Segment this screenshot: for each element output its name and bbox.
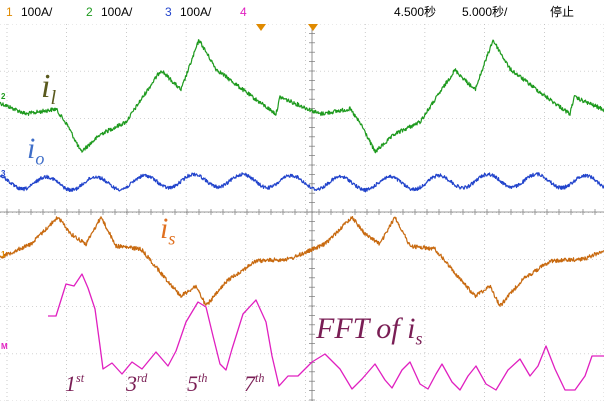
label-harmonic-7-num: 7 <box>244 371 255 397</box>
ch4-number: 4 <box>240 5 247 19</box>
label-io-main: i <box>27 132 36 165</box>
trace-fft <box>48 273 604 391</box>
ch1-ground-marker[interactable]: 1 <box>1 250 6 259</box>
ch2-number: 2 <box>86 5 93 19</box>
label-harmonic-1: 1st <box>65 372 84 395</box>
time-position: 4.500秒 <box>394 5 437 19</box>
label-harmonic-5: 5th <box>187 372 207 395</box>
trace-io <box>0 172 604 193</box>
marker-shapes <box>256 24 318 31</box>
ch2-ground-marker[interactable]: 2 <box>1 92 6 101</box>
trace-is <box>0 216 604 307</box>
label-harmonic-3-num: 3 <box>126 371 137 397</box>
ch1-scale: 100A/ <box>21 5 53 19</box>
label-il-main: i <box>41 68 51 105</box>
label-harmonic-3: 3rd <box>126 372 147 395</box>
label-io-sub: o <box>35 148 45 169</box>
label-fft-main: FFT of i <box>316 312 416 345</box>
ch1-number: 1 <box>6 5 13 19</box>
delay-marker[interactable] <box>308 24 318 31</box>
label-is: is <box>160 212 176 249</box>
graticule <box>0 23 604 402</box>
run-state: 停止 <box>550 5 575 19</box>
label-harmonic-3-sup: rd <box>137 371 148 385</box>
ch3-ground-marker[interactable]: 3 <box>1 169 6 178</box>
label-harmonic-1-sup: st <box>76 371 85 385</box>
ch3-scale: 100A/ <box>180 5 212 19</box>
label-harmonic-5-num: 5 <box>187 371 198 397</box>
math-ground-marker[interactable]: M <box>1 342 8 351</box>
label-is-sub: s <box>168 228 176 249</box>
label-io: io <box>27 132 45 169</box>
waveform-plot <box>0 23 604 402</box>
trace-il <box>0 39 604 154</box>
label-fft-sub: s <box>415 328 423 349</box>
time-scale: 5.000秒/ <box>462 5 508 19</box>
traces <box>0 39 604 391</box>
label-harmonic-7-sup: th <box>255 371 265 385</box>
label-harmonic-7: 7th <box>244 372 264 395</box>
label-is-main: i <box>160 212 169 245</box>
label-harmonic-1-num: 1 <box>65 371 76 397</box>
label-il-sub: l <box>50 87 57 110</box>
ch3-number: 3 <box>165 5 172 19</box>
label-il: il <box>41 70 56 109</box>
scope-screen: 2 3 1 M il io is FFT of is 1st 3rd 5th 7… <box>0 23 604 402</box>
label-harmonic-5-sup: th <box>198 371 208 385</box>
ch2-scale: 100A/ <box>101 5 133 19</box>
trigger-position-marker[interactable] <box>256 24 266 31</box>
status-bar: 1 100A/ 2 100A/ 3 100A/ 4 4.500秒 5.000秒/… <box>0 0 604 24</box>
label-fft: FFT of is <box>316 312 423 349</box>
